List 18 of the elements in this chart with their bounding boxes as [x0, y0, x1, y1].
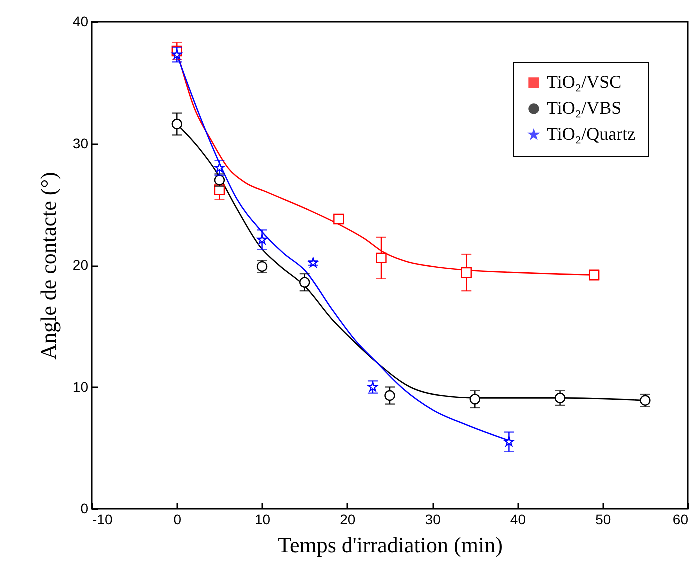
x-tick-label: 40 — [510, 512, 526, 528]
x-tick-label: 10 — [254, 512, 271, 528]
x-tick-label: -10 — [92, 512, 113, 528]
legend-label: TiO₂/Quartz — [547, 124, 636, 144]
y-tick-label: 40 — [72, 14, 89, 30]
legend-label: TiO₂/VSC — [547, 72, 622, 92]
legend-label: TiO₂/VBS — [547, 98, 622, 118]
x-tick-label: 60 — [672, 512, 689, 528]
y-tick-label: 10 — [72, 378, 89, 395]
y-tick-label: 0 — [80, 500, 89, 516]
x-tick-label: 0 — [174, 512, 182, 528]
y-axis-title: Angle de contacte (°) — [36, 172, 61, 360]
x-axis-title: Temps d'irradiation (min) — [278, 532, 503, 558]
x-tick-label: 50 — [596, 512, 612, 528]
y-tick-label: 30 — [72, 135, 89, 152]
y-tick-label: 20 — [72, 257, 89, 273]
x-tick-label: 20 — [340, 512, 356, 528]
x-tick-label: 30 — [425, 512, 442, 528]
